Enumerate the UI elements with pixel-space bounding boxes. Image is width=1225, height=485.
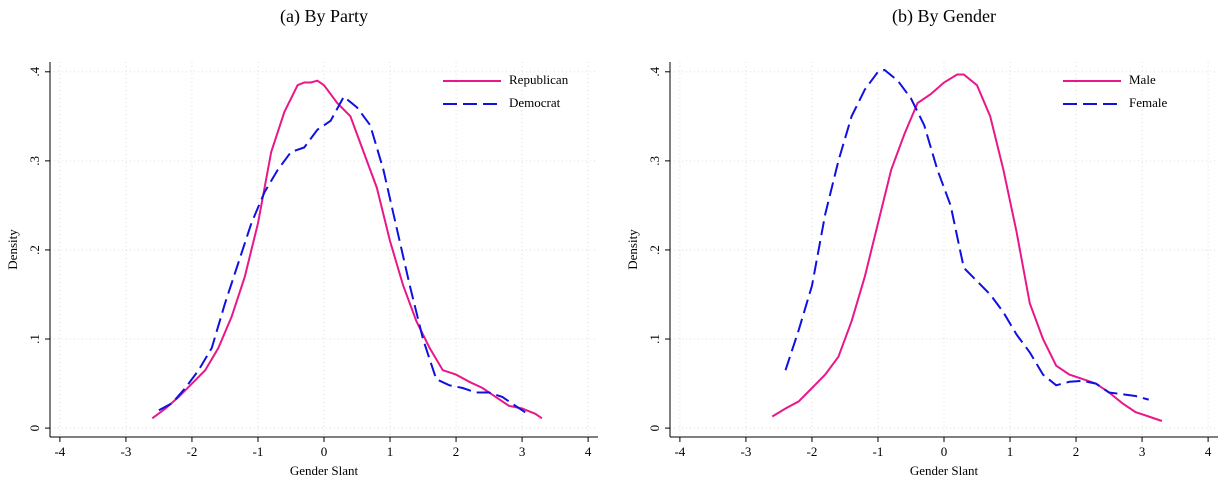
- y-tick-label: .4: [27, 66, 42, 76]
- x-tick-label: 3: [519, 444, 526, 459]
- y-tick-label: .3: [27, 156, 42, 166]
- legend-label: Republican: [509, 72, 569, 87]
- density-line: [158, 95, 530, 416]
- x-tick-label: 3: [1139, 444, 1146, 459]
- x-tick-label: 2: [1073, 444, 1080, 459]
- x-tick-label: 1: [387, 444, 394, 459]
- x-tick-label: -2: [187, 444, 198, 459]
- legend-label: Democrat: [509, 95, 561, 110]
- density-line: [151, 79, 543, 420]
- panel: (b) By Gender 0 .1 .2 .3 .4 -4 -3 -2 -1 0 1 2 3 4 Gende…: [625, 6, 1218, 478]
- y-axis-label: Density: [625, 229, 640, 270]
- legend-label: Male: [1129, 72, 1156, 87]
- y-tick-label: .1: [647, 334, 662, 344]
- chart-title: (a) By Party: [280, 6, 368, 27]
- y-tick-label: .2: [27, 245, 42, 255]
- x-tick-label: 4: [585, 444, 592, 459]
- x-tick-label: -4: [674, 444, 685, 459]
- x-tick-label: 0: [321, 444, 328, 459]
- density-line: [771, 73, 1163, 422]
- x-tick-label: 4: [1205, 444, 1212, 459]
- density-line: [784, 68, 1149, 401]
- x-tick-label: 0: [941, 444, 948, 459]
- x-tick-label: -3: [121, 444, 132, 459]
- y-tick-label: .2: [647, 245, 662, 255]
- panel: (a) By Party 0 .1 .2 .3 .4 -4 -3 -2 -1 0 1 2 3 4 Gender…: [5, 6, 598, 478]
- y-tick-label: .4: [647, 66, 662, 76]
- chart-title: (b) By Gender: [892, 6, 996, 27]
- x-tick-label: 1: [1007, 444, 1014, 459]
- x-tick-label: -2: [807, 444, 818, 459]
- y-tick-label: 0: [647, 425, 662, 432]
- y-axis-label: Density: [5, 229, 20, 270]
- x-tick-label: -4: [54, 444, 65, 459]
- legend-label: Female: [1129, 95, 1167, 110]
- x-tick-label: -1: [253, 444, 264, 459]
- y-tick-label: .3: [647, 156, 662, 166]
- x-axis-label: Gender Slant: [290, 463, 359, 478]
- y-tick-label: .1: [27, 334, 42, 344]
- x-tick-label: 2: [453, 444, 460, 459]
- x-axis-label: Gender Slant: [910, 463, 979, 478]
- x-tick-label: -3: [741, 444, 752, 459]
- x-tick-label: -1: [873, 444, 884, 459]
- y-tick-label: 0: [27, 425, 42, 432]
